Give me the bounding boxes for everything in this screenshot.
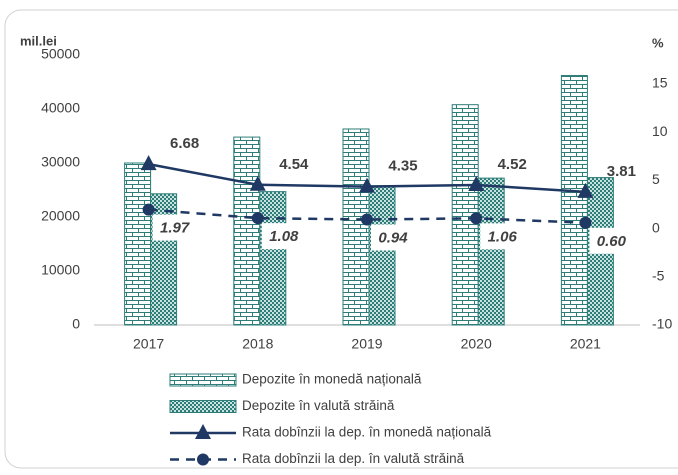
marker: [579, 216, 592, 229]
data-label: 1.08: [269, 228, 299, 245]
label-box: [589, 227, 634, 254]
marker: [577, 182, 594, 198]
label-box: [152, 214, 197, 241]
bar: [342, 128, 370, 326]
y2-tick-label: 5: [652, 171, 660, 187]
bar: [150, 193, 178, 326]
x-tick-label: 2021: [570, 336, 601, 352]
legend-label: Depozite în monedă națională: [242, 372, 422, 387]
bar: [259, 191, 287, 326]
data-label: 0.60: [597, 233, 627, 250]
legend-label: Depozite în valută străină: [242, 398, 395, 413]
x-tick-label: 2017: [133, 336, 164, 352]
bar: [233, 136, 261, 326]
legend-swatch: [195, 424, 211, 439]
data-label: 6.68: [170, 135, 199, 152]
y2-axis-label: %: [652, 35, 664, 50]
y2-tick-label: 10: [652, 123, 668, 139]
x-tick-label: 2020: [461, 336, 492, 352]
bar: [368, 185, 396, 326]
legend-swatch: [169, 373, 237, 387]
data-label: 4.35: [388, 158, 417, 175]
bar: [477, 177, 505, 326]
bar: [124, 162, 152, 326]
frame: [4, 9, 678, 469]
marker: [249, 175, 266, 191]
data-label: 1.06: [488, 228, 518, 245]
y-tick-label: 0: [72, 316, 80, 332]
y-tick-label: 50000: [41, 46, 80, 62]
label-box: [371, 224, 415, 251]
bar: [560, 75, 588, 326]
y-tick-label: 30000: [41, 154, 80, 170]
y2-tick-label: 15: [652, 75, 668, 91]
marker: [142, 203, 155, 216]
data-label: 1.97: [160, 220, 190, 237]
marker: [251, 212, 264, 225]
legend-label: Rata dobînzii la dep. în valută străină: [242, 451, 465, 466]
legend-label: Rata dobînzii la dep. în monedă național…: [242, 425, 492, 440]
y2-tick-label: -10: [652, 316, 672, 332]
y-axis-label: mil.lei: [20, 33, 57, 48]
x-tick-label: 2019: [351, 336, 382, 352]
legend-swatch: [169, 400, 237, 413]
y2-tick-label: -5: [652, 267, 665, 283]
legend-swatch: [197, 453, 209, 466]
y-tick-label: 20000: [41, 208, 80, 224]
marker: [140, 155, 157, 171]
y2-tick-label: 0: [652, 219, 660, 235]
data-label: 4.52: [498, 156, 527, 173]
marker: [361, 213, 373, 226]
x-tick-label: 2018: [242, 336, 273, 352]
data-label: 3.81: [607, 163, 636, 180]
marker: [470, 212, 483, 225]
label-box: [480, 223, 525, 250]
data-label: 0.94: [378, 229, 408, 246]
data-label: 4.54: [279, 156, 309, 173]
marker: [468, 175, 485, 191]
y-tick-label: 10000: [41, 262, 80, 278]
y-tick-label: 40000: [41, 100, 80, 116]
label-box: [261, 223, 306, 250]
marker: [359, 177, 375, 193]
